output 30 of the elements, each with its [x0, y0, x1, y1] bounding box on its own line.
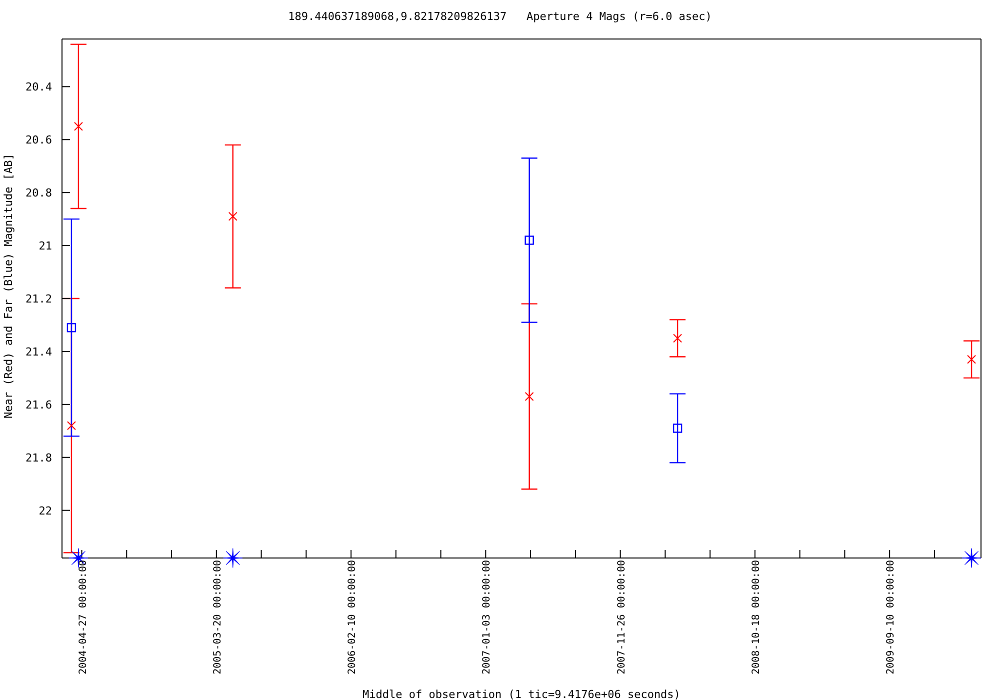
point	[223, 548, 243, 568]
y-tick-label: 21.6	[26, 398, 52, 412]
point	[967, 354, 976, 364]
y-tick-label: 20.8	[26, 186, 52, 200]
y-tick-label: 22	[38, 504, 52, 518]
point	[673, 334, 682, 343]
point	[66, 323, 76, 332]
point	[962, 548, 981, 568]
x-tick-label: 2007-01-03 00:00:00	[482, 560, 493, 674]
chart-title: 189.440637189068,9.82178209826137 Aperture 4 Mags (r=6.0 asec)	[287, 10, 713, 23]
point	[672, 424, 682, 433]
y-tick-label: 20.6	[26, 134, 52, 147]
point	[66, 421, 76, 430]
point	[524, 392, 534, 401]
y-tick-label: 21.4	[26, 345, 52, 358]
x-tick-label: 2006-02-10 00:00:00	[347, 560, 358, 674]
x-axis-title: Middle of observation (1 tic=9.4176e+06 seconds)	[362, 688, 680, 700]
x-tick-label: 2008-10-18 00:00:00	[750, 560, 762, 674]
y-tick-label: 21	[38, 240, 52, 253]
point	[74, 122, 83, 131]
y-axis-title: Near (Red) and Far (Blue) Magnitude [AB]	[2, 154, 15, 418]
x-tick-label: 2004-04-27 00:00:00	[78, 560, 89, 674]
y-tick-label: 20.4	[26, 80, 52, 94]
y-tick-label: 21.2	[26, 292, 52, 306]
point	[228, 212, 238, 221]
x-tick-label: 2005-03-20 00:00:00	[212, 560, 224, 674]
x-tick-label: 2009-09-10 00:00:00	[886, 560, 897, 674]
x-tick-label: 2007-11-26 00:00:00	[616, 560, 628, 674]
y-tick-label: 21.8	[26, 451, 52, 464]
point	[524, 236, 534, 245]
